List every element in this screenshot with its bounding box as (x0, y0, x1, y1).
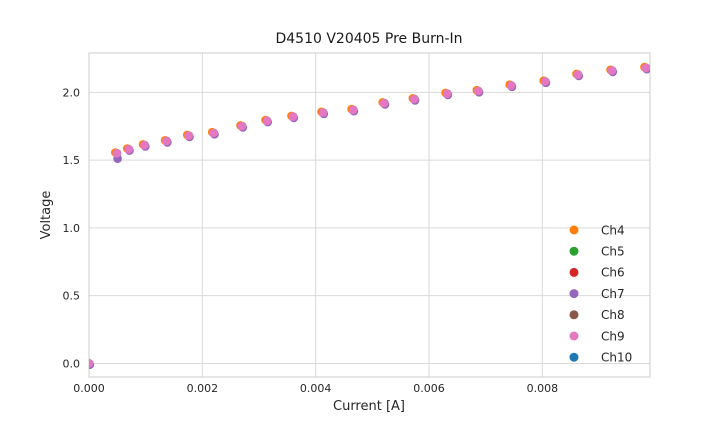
data-point-ch9 (540, 77, 550, 86)
legend-label-ch8: Ch8 (601, 308, 625, 322)
gridlines (88, 53, 650, 377)
legend-marker-ch7 (569, 289, 579, 299)
data-point-ch9 (209, 128, 218, 138)
data-point-ch9 (140, 140, 149, 150)
data-point-ch9 (112, 149, 122, 158)
x-tick-label: 0.002 (187, 382, 219, 395)
data-point-ch9 (262, 116, 272, 126)
legend-marker-ch4 (569, 225, 579, 235)
y-tick-labels: 0.0 0.5 1.0 1.5 2.0 (63, 86, 81, 370)
legend-label-ch4: Ch4 (601, 223, 625, 237)
x-tick-labels: 0.000 0.002 0.004 0.006 0.008 (73, 382, 558, 395)
data-point-ch9 (124, 145, 133, 154)
legend-label-ch6: Ch6 (601, 266, 625, 280)
data-point-ch9 (288, 112, 298, 121)
data-point-ch9 (573, 70, 583, 79)
x-tick-label: 0.000 (73, 382, 105, 395)
legend: Ch4 Ch5 Ch6 Ch7 Ch8 Ch9 Ch10 (569, 223, 632, 365)
y-tick-label: 1.5 (63, 154, 81, 167)
data-point-ch9 (184, 131, 193, 140)
data-point-ch9 (237, 121, 247, 131)
legend-marker-ch6 (569, 267, 579, 277)
legend-label-ch10: Ch10 (601, 351, 632, 365)
scatter-points (89, 62, 650, 369)
y-tick-label: 2.0 (63, 86, 81, 99)
y-axis-label: Voltage (39, 191, 54, 240)
x-tick-label: 0.008 (527, 382, 559, 395)
y-tick-label: 0.5 (63, 290, 81, 303)
plot-border (88, 52, 651, 378)
legend-label-ch7: Ch7 (601, 287, 625, 301)
data-point-ch9 (162, 136, 171, 146)
legend-label-ch9: Ch9 (601, 329, 625, 343)
data-point-ch9 (641, 63, 650, 73)
chart-title: D4510 V20405 Pre Burn-In (275, 31, 462, 47)
legend-marker-ch10 (569, 352, 579, 362)
legend-marker-ch8 (569, 310, 579, 320)
data-point-ch9 (410, 94, 419, 104)
data-point-ch9 (348, 105, 358, 115)
data-point-ch9 (318, 108, 328, 117)
data-point-ch9 (379, 98, 389, 108)
data-point-ch9 (442, 89, 452, 98)
data-point-ch9 (607, 66, 617, 75)
data-point-ch9 (506, 81, 516, 90)
legend-marker-ch5 (569, 246, 579, 256)
legend-marker-ch9 (569, 331, 579, 341)
x-tick-label: 0.004 (300, 382, 332, 395)
data-point-ch9 (474, 86, 483, 96)
y-tick-label: 0.0 (63, 357, 81, 370)
x-tick-label: 0.006 (413, 382, 445, 395)
data-point-ch9 (89, 359, 94, 368)
legend-label-ch5: Ch5 (601, 245, 625, 259)
y-tick-label: 1.0 (63, 222, 81, 235)
x-axis-label: Current [A] (333, 399, 405, 414)
